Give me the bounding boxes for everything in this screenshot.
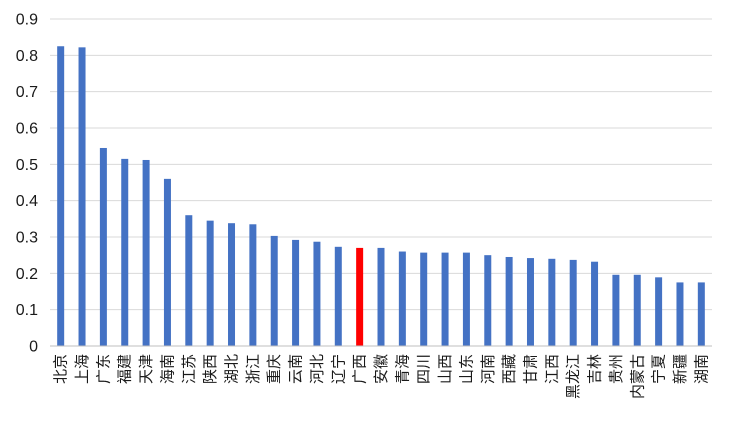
bar-17	[420, 252, 428, 346]
x-tick-label: 青海	[393, 354, 411, 384]
bar-12	[313, 241, 321, 346]
bars	[57, 46, 705, 347]
x-tick-label: 广东	[94, 354, 112, 384]
x-tick-label: 辽宁	[329, 354, 347, 384]
x-tick-label: 江苏	[180, 354, 198, 384]
x-tick-label: 山东	[457, 354, 475, 384]
bar-29	[676, 282, 684, 346]
y-tick-label: 0.3	[16, 230, 38, 247]
bar-5	[163, 178, 171, 346]
y-tick-label: 0.4	[16, 193, 38, 210]
bar-23	[548, 258, 556, 346]
bar-18	[441, 252, 449, 346]
bar-16	[398, 251, 406, 346]
bar-26	[612, 274, 620, 346]
bar-1	[78, 47, 86, 347]
x-tick-label: 湖南	[692, 354, 710, 384]
bar-30	[697, 282, 705, 346]
bar-2	[99, 147, 107, 346]
x-tick-label: 贵州	[607, 354, 625, 384]
bar-13	[334, 246, 342, 346]
x-tick-label: 海南	[158, 354, 176, 384]
x-tick-label: 重庆	[265, 354, 283, 384]
bar-19	[462, 252, 470, 346]
x-tick-label: 云南	[287, 354, 305, 384]
y-axis-ticks: 0 0.1 0.2 0.3 0.4 0.5 0.6 0.7 0.8 0.9	[16, 12, 38, 356]
x-tick-label: 宁夏	[650, 354, 668, 384]
bar-15	[377, 247, 385, 346]
x-tick-label: 内蒙古	[628, 354, 646, 399]
y-tick-label: 0.6	[16, 121, 38, 138]
x-tick-label: 新疆	[671, 354, 689, 384]
x-tick-label: 天津	[137, 354, 155, 384]
bar-27	[633, 274, 641, 346]
bar-4	[142, 159, 150, 346]
x-tick-label: 福建	[116, 354, 134, 384]
y-tick-label: 0	[29, 339, 38, 356]
bar-14	[356, 247, 364, 346]
bar-0	[57, 46, 65, 346]
x-tick-label: 四川	[415, 354, 433, 384]
x-axis-labels: 北京 上海 广东 福建 天津 海南 江苏 陕西 湖北 浙江 重庆 云南 河北 辽宁 广西 安徽 青海 四川 山西 山东…	[52, 354, 711, 399]
y-tick-label: 0.9	[16, 12, 38, 29]
y-tick-label: 0.7	[16, 84, 38, 101]
x-tick-label: 北京	[52, 354, 70, 384]
y-tick-label: 0.5	[16, 157, 38, 174]
x-tick-label: 江西	[543, 354, 561, 384]
bar-11	[292, 239, 300, 346]
x-tick-label: 安徽	[372, 354, 390, 384]
bar-7	[206, 220, 214, 346]
x-tick-label: 黑龙江	[564, 354, 582, 399]
bar-3	[121, 158, 129, 346]
bar-28	[655, 277, 663, 346]
x-tick-label: 广西	[351, 354, 369, 384]
x-tick-label: 浙江	[244, 354, 262, 384]
bar-9	[249, 224, 257, 346]
x-tick-label: 上海	[73, 354, 91, 384]
x-tick-label: 西藏	[500, 354, 518, 384]
x-tick-label: 河北	[308, 354, 326, 384]
bar-10	[270, 235, 278, 346]
bar-20	[484, 255, 492, 346]
x-tick-label: 湖北	[223, 354, 241, 384]
x-tick-label: 河南	[479, 354, 497, 384]
y-tick-label: 0.2	[16, 266, 38, 283]
bar-8	[228, 223, 236, 346]
x-tick-label: 陕西	[201, 354, 219, 384]
bar-21	[505, 256, 513, 346]
bar-22	[526, 258, 534, 346]
x-tick-label: 吉林	[586, 354, 604, 384]
y-tick-label: 0.1	[16, 302, 38, 319]
bar-25	[591, 261, 599, 346]
bar-6	[185, 215, 193, 346]
x-tick-label: 甘肃	[521, 354, 539, 384]
gridlines	[50, 18, 712, 311]
y-tick-label: 0.8	[16, 48, 38, 65]
x-tick-label: 山西	[436, 354, 454, 384]
bar-24	[569, 259, 577, 346]
